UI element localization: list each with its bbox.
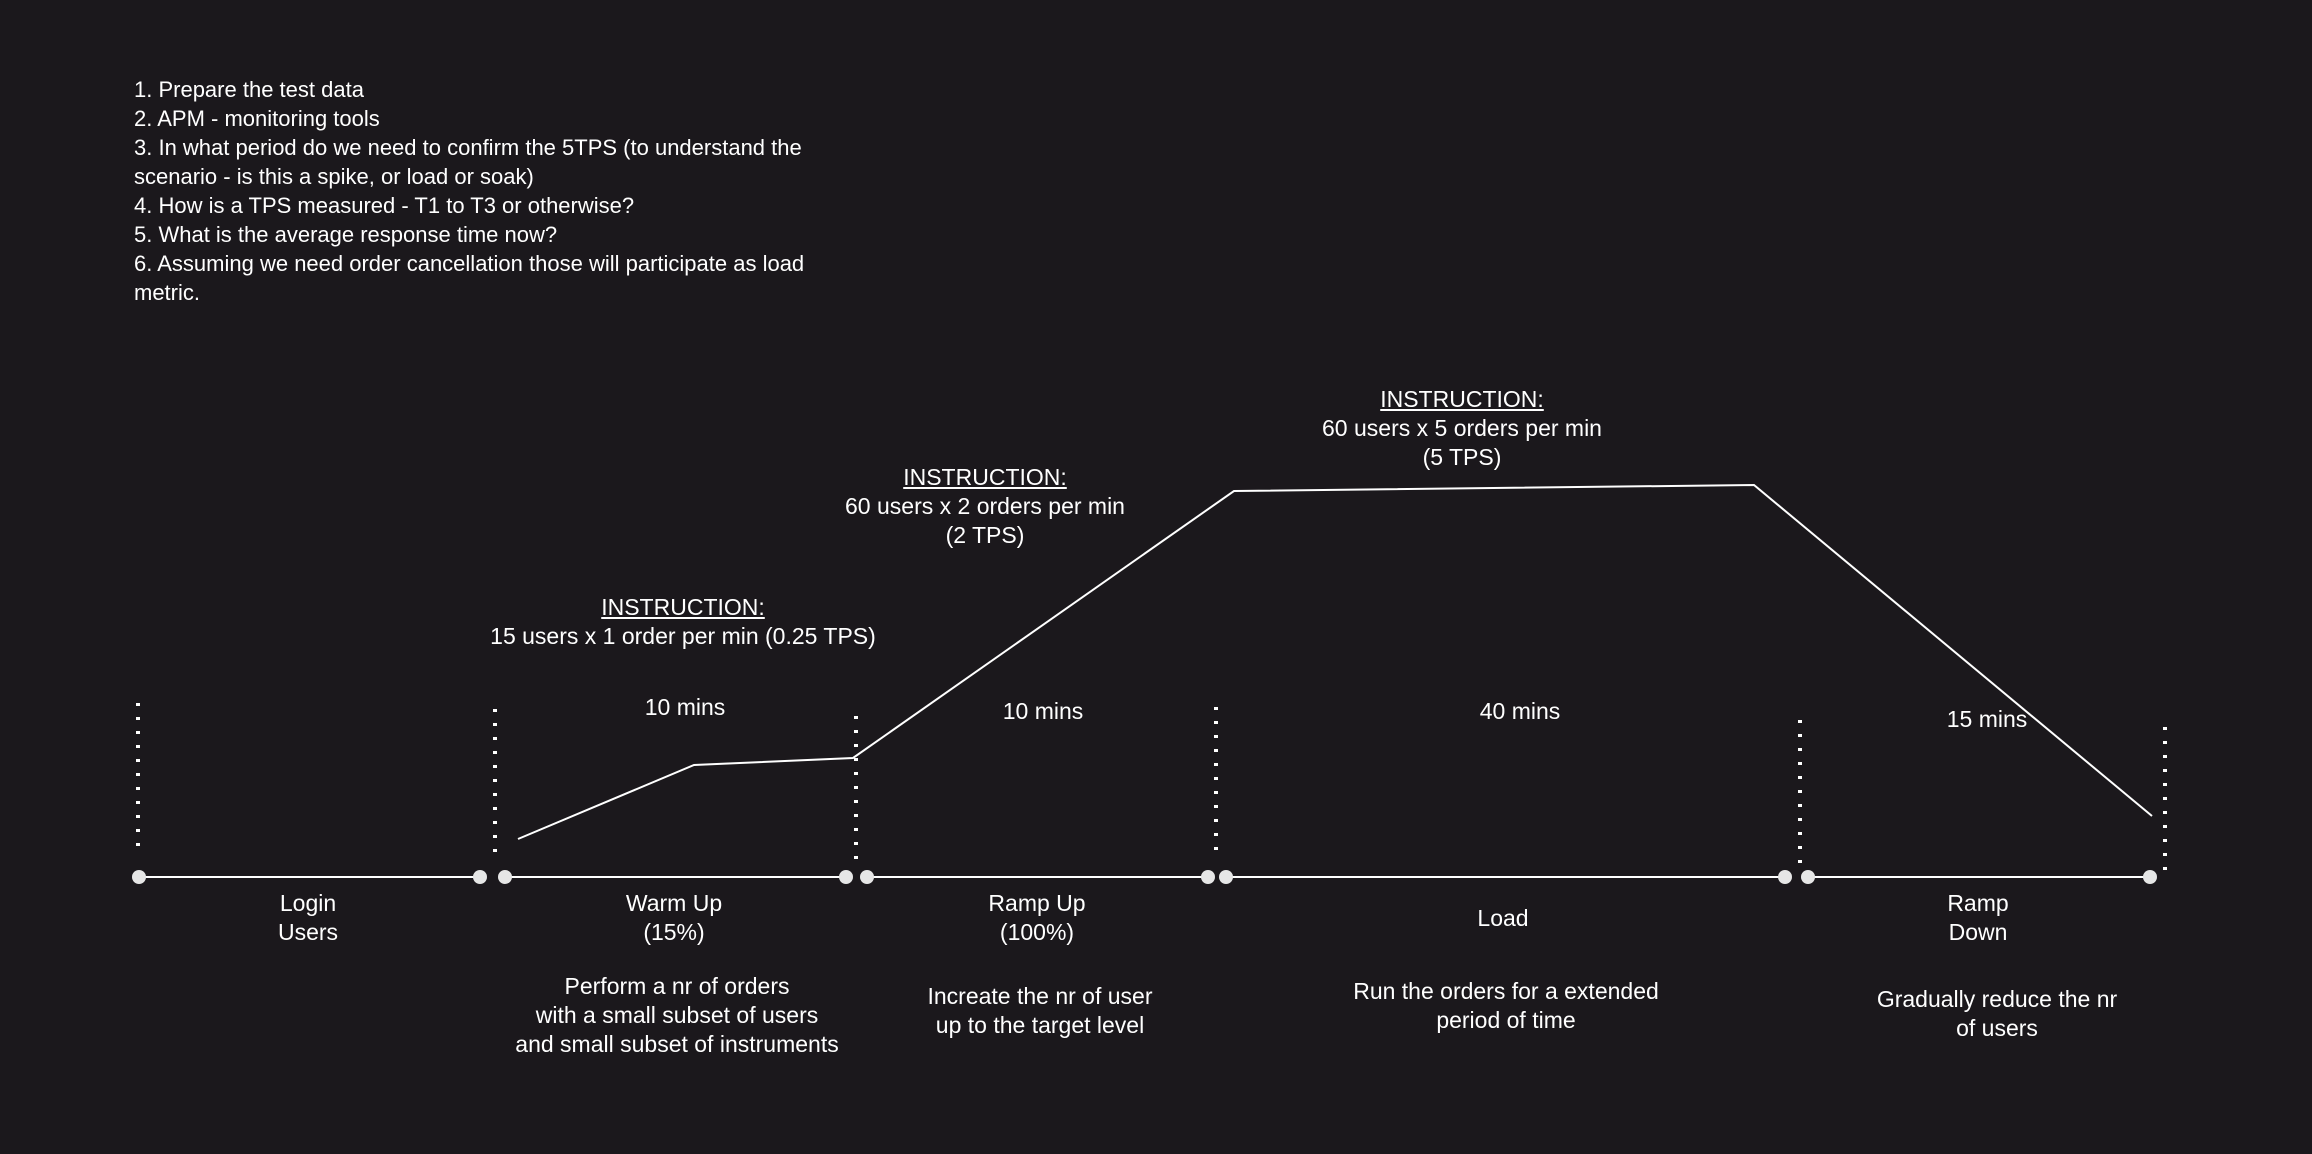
duration-label: 10 mins — [644, 694, 726, 720]
phase-name: Down — [1948, 919, 2008, 945]
description-line: and small subset of instruments — [515, 1031, 839, 1057]
phase-description-rampdown: Gradually reduce the nr of users — [1797, 985, 2197, 1043]
phase-name: Warm Up — [625, 890, 723, 916]
phase-name: Ramp — [1947, 890, 2009, 916]
load-profile-line — [517, 483, 2153, 840]
duration-label: 15 mins — [1946, 706, 2028, 732]
instruction-text: (2 TPS) — [945, 522, 1025, 548]
timeline-node[interactable] — [1778, 870, 1792, 884]
description-line: Increate the nr of user — [927, 983, 1153, 1009]
instruction-text: (5 TPS) — [1422, 444, 1502, 470]
timeline-nodes — [132, 870, 2157, 884]
instruction-text: 60 users x 2 orders per min — [845, 493, 1125, 519]
note-item: 2. APM - monitoring tools — [134, 106, 380, 131]
duration-label: 10 mins — [1002, 698, 1084, 724]
phase-name: Ramp Up — [988, 890, 1086, 916]
description-line: Run the orders for a extended — [1353, 978, 1659, 1004]
phase-label-warmup: Warm Up (15%) — [574, 889, 774, 947]
description-line: Gradually reduce the nr — [1876, 986, 2118, 1012]
phase-label-login: Login Users — [208, 889, 408, 947]
description-line: with a small subset of users — [535, 1002, 819, 1028]
phase-description-rampup: Increate the nr of user up to the target… — [840, 982, 1240, 1040]
description-line: up to the target level — [935, 1012, 1145, 1038]
timeline-node[interactable] — [498, 870, 512, 884]
timeline-node[interactable] — [1801, 870, 1815, 884]
phase-label-rampup: Ramp Up (100%) — [937, 889, 1137, 947]
phase-name: Users — [277, 919, 339, 945]
description-line: of users — [1956, 1015, 2038, 1041]
instruction-heading: INSTRUCTION: — [601, 594, 765, 620]
instruction-heading: INSTRUCTION: — [903, 464, 1067, 490]
instruction-warmup: INSTRUCTION: 15 users x 1 order per min … — [483, 593, 883, 651]
phase-description-load: Run the orders for a extended period of … — [1306, 977, 1706, 1035]
timeline-node[interactable] — [2143, 870, 2157, 884]
phase-description-warmup: Perform a nr of orders with a small subs… — [477, 972, 877, 1059]
description-line: period of time — [1436, 1007, 1576, 1033]
instruction-load: INSTRUCTION: 60 users x 5 orders per min… — [1262, 385, 1662, 472]
timeline-node[interactable] — [839, 870, 853, 884]
note-item: 4. How is a TPS measured - T1 to T3 or o… — [134, 193, 635, 218]
phase-label-rampdown: Ramp Down — [1878, 889, 2078, 947]
instruction-heading: INSTRUCTION: — [1380, 386, 1544, 412]
instruction-text: 60 users x 5 orders per min — [1322, 415, 1602, 441]
duration-label: 40 mins — [1479, 698, 1561, 724]
phase-name: Login — [279, 890, 337, 916]
note-item: 3. In what period do we need to confirm … — [134, 135, 802, 189]
description-line: Perform a nr of orders — [564, 973, 790, 999]
phase-separators — [136, 703, 2167, 876]
note-item: 1. Prepare the test data — [134, 77, 364, 102]
timeline-node[interactable] — [473, 870, 487, 884]
note-item: 6. Assuming we need order cancellation t… — [134, 251, 805, 305]
instruction-text: 15 users x 1 order per min (0.25 TPS) — [490, 623, 876, 649]
note-item: 5. What is the average response time now… — [134, 222, 558, 247]
phase-name: Load — [1477, 905, 1529, 931]
phase-name: (100%) — [999, 919, 1075, 945]
notes-list: 1. Prepare the test data 2. APM - monito… — [134, 75, 854, 307]
phase-name: (15%) — [643, 919, 705, 945]
instruction-rampup: INSTRUCTION: 60 users x 2 orders per min… — [785, 463, 1185, 550]
timeline-node[interactable] — [1201, 870, 1215, 884]
timeline-node[interactable] — [860, 870, 874, 884]
phase-label-load: Load — [1403, 904, 1603, 933]
timeline-node[interactable] — [1219, 870, 1233, 884]
timeline-node[interactable] — [132, 870, 146, 884]
